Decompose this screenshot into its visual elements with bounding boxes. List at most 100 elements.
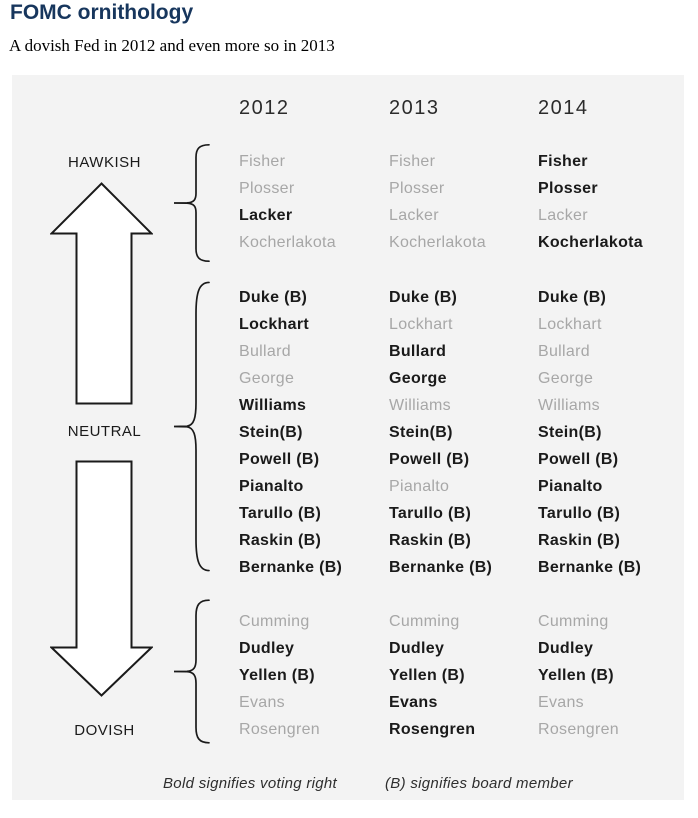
dovish-brace bbox=[172, 598, 210, 745]
member-row: Bernanke (B) Bernanke (B) Bernanke (B) bbox=[239, 554, 684, 581]
member-name: Lacker bbox=[239, 207, 293, 224]
member-name: Cumming bbox=[389, 613, 460, 630]
member-name: Raskin (B) bbox=[538, 532, 621, 549]
member-name: Tarullo (B) bbox=[389, 505, 472, 522]
member-name: Lockhart bbox=[538, 316, 602, 333]
hawkish-brace bbox=[172, 143, 210, 263]
member-name: Cumming bbox=[538, 613, 609, 630]
member-row: Cumming Cumming Cumming bbox=[239, 608, 684, 635]
up-arrow-icon bbox=[50, 182, 153, 405]
footnote-board: (B) signifies board member bbox=[385, 775, 573, 792]
member-name: Bernanke (B) bbox=[239, 559, 343, 576]
member-row: Williams Williams Williams bbox=[239, 392, 684, 419]
member-name: Stein(B) bbox=[239, 424, 303, 441]
member-row: Lacker Lacker Lacker bbox=[239, 202, 684, 229]
member-name: Lacker bbox=[389, 207, 439, 224]
member-name: Dudley bbox=[389, 640, 445, 657]
member-name: Tarullo (B) bbox=[239, 505, 322, 522]
member-name: Powell (B) bbox=[239, 451, 320, 468]
member-name: Duke (B) bbox=[538, 289, 607, 306]
member-name: Kocherlakota bbox=[389, 234, 486, 251]
member-name: Yellen (B) bbox=[389, 667, 465, 684]
member-name: Williams bbox=[538, 397, 600, 414]
member-name: Pianalto bbox=[389, 478, 450, 495]
member-name: Kocherlakota bbox=[239, 234, 336, 251]
member-row: Kocherlakota Kocherlakota Kocherlakota bbox=[239, 229, 684, 256]
member-name: Evans bbox=[538, 694, 584, 711]
hawkish-label: HAWKISH bbox=[68, 154, 141, 171]
member-name: Bernanke (B) bbox=[389, 559, 493, 576]
member-name: George bbox=[538, 370, 594, 387]
neutral-label: NEUTRAL bbox=[67, 423, 142, 440]
figure-title: FOMC ornithology bbox=[10, 1, 194, 24]
member-row: Stein(B) Stein(B) Stein(B) bbox=[239, 419, 684, 446]
member-row: Raskin (B) Raskin (B) Raskin (B) bbox=[239, 527, 684, 554]
member-row: Bullard Bullard Bullard bbox=[239, 338, 684, 365]
footnote-voting: Bold signifies voting right bbox=[163, 775, 338, 792]
member-name: Evans bbox=[239, 694, 285, 711]
member-name: Raskin (B) bbox=[389, 532, 472, 549]
member-name: Duke (B) bbox=[389, 289, 458, 306]
member-name: Duke (B) bbox=[239, 289, 308, 306]
down-arrow-icon bbox=[50, 460, 153, 697]
member-name: Cumming bbox=[239, 613, 310, 630]
member-name: George bbox=[239, 370, 295, 387]
neutral-brace bbox=[172, 278, 210, 575]
member-group-hawkish: Fisher Fisher Fisher Plosser Plosser Plosser L… bbox=[239, 148, 684, 256]
member-row: Dudley Dudley Dudley bbox=[239, 635, 684, 662]
member-group-neutral: Duke (B) Duke (B) Duke (B) Lockhart Lockhart… bbox=[239, 284, 684, 581]
member-name: Bullard bbox=[538, 343, 590, 360]
member-name: Rosengren bbox=[389, 721, 476, 738]
dovish-label: DOVISH bbox=[74, 722, 135, 739]
member-name: Tarullo (B) bbox=[538, 505, 621, 522]
member-name: Williams bbox=[389, 397, 451, 414]
member-name: Fisher bbox=[389, 153, 436, 170]
member-name: Bullard bbox=[389, 343, 447, 360]
member-name: Dudley bbox=[239, 640, 295, 657]
member-name: Plosser bbox=[239, 180, 295, 197]
member-name: Fisher bbox=[538, 153, 588, 170]
member-row: Rosengren Rosengren Rosengren bbox=[239, 716, 684, 743]
member-name: Lacker bbox=[538, 207, 588, 224]
chart-panel: 2012 2013 2014 HAWKISH NEUTRAL DOVISH Fi… bbox=[12, 75, 684, 800]
member-row: Evans Evans Evans bbox=[239, 689, 684, 716]
member-name: Yellen (B) bbox=[239, 667, 315, 684]
member-name: Kocherlakota bbox=[538, 234, 643, 251]
member-row: George George George bbox=[239, 365, 684, 392]
member-name: Williams bbox=[239, 397, 307, 414]
year-header-2014: 2014 bbox=[538, 97, 589, 119]
member-row: Tarullo (B) Tarullo (B) Tarullo (B) bbox=[239, 500, 684, 527]
member-name: Rosengren bbox=[538, 721, 619, 738]
member-row: Yellen (B) Yellen (B) Yellen (B) bbox=[239, 662, 684, 689]
member-name: Pianalto bbox=[538, 478, 603, 495]
year-header-2013: 2013 bbox=[389, 97, 440, 119]
member-name: Powell (B) bbox=[538, 451, 619, 468]
member-name: Bullard bbox=[239, 343, 291, 360]
member-name: Stein(B) bbox=[389, 424, 453, 441]
member-name: Raskin (B) bbox=[239, 532, 322, 549]
member-name: Pianalto bbox=[239, 478, 304, 495]
member-name: Lockhart bbox=[389, 316, 453, 333]
member-name: George bbox=[389, 370, 447, 387]
member-row: Fisher Fisher Fisher bbox=[239, 148, 684, 175]
member-name: Bernanke (B) bbox=[538, 559, 642, 576]
member-name: Dudley bbox=[538, 640, 594, 657]
member-name: Lockhart bbox=[239, 316, 309, 333]
member-row: Lockhart Lockhart Lockhart bbox=[239, 311, 684, 338]
member-group-dovish: Cumming Cumming Cumming Dudley Dudley Dudley Y… bbox=[239, 608, 684, 743]
member-name: Plosser bbox=[389, 180, 445, 197]
member-name: Fisher bbox=[239, 153, 286, 170]
member-name: Rosengren bbox=[239, 721, 320, 738]
member-name: Stein(B) bbox=[538, 424, 602, 441]
member-name: Evans bbox=[389, 694, 438, 711]
member-row: Pianalto Pianalto Pianalto bbox=[239, 473, 684, 500]
member-name: Powell (B) bbox=[389, 451, 470, 468]
member-name: Plosser bbox=[538, 180, 598, 197]
member-row: Plosser Plosser Plosser bbox=[239, 175, 684, 202]
member-row: Powell (B) Powell (B) Powell (B) bbox=[239, 446, 684, 473]
member-row: Duke (B) Duke (B) Duke (B) bbox=[239, 284, 684, 311]
figure-subtitle: A dovish Fed in 2012 and even more so in… bbox=[9, 36, 335, 55]
year-header-2012: 2012 bbox=[239, 97, 290, 119]
member-name: Yellen (B) bbox=[538, 667, 614, 684]
